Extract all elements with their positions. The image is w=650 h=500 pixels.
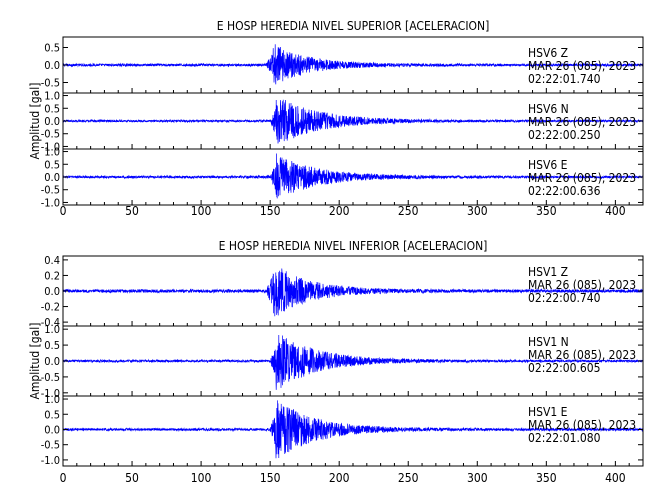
x-tick-label: 100 [191, 204, 212, 218]
time-label: 02:22:00.605 [528, 361, 601, 375]
y-tick-label: -0.5 [41, 184, 60, 197]
y-tick-label: -0.4 [41, 316, 60, 329]
y-tick-label: -0.5 [41, 128, 60, 141]
station-label: HSV1 N [528, 335, 569, 349]
y-tick-label: 0.4 [44, 254, 60, 267]
y-tick-label: 1.0 [44, 146, 60, 159]
y-tick-label: 0.0 [44, 115, 60, 128]
date-label: MAR 26 (085), 2023 [528, 59, 636, 73]
waveform-trace [63, 99, 643, 144]
y-tick-label: 0.5 [44, 102, 60, 115]
y-tick-label: 0.0 [44, 423, 60, 436]
date-label: MAR 26 (085), 2023 [528, 348, 636, 362]
chart-0: E HOSP HEREDIA NIVEL SUPERIOR [ACELERACI… [28, 19, 644, 218]
y-tick-label: -1.0 [41, 387, 60, 400]
station-label: HSV1 Z [528, 265, 568, 279]
y-tick-label: 0.5 [44, 158, 60, 171]
chart-title: E HOSP HEREDIA NIVEL SUPERIOR [ACELERACI… [217, 19, 490, 33]
y-tick-label: 0.0 [44, 285, 60, 298]
date-label: MAR 26 (085), 2023 [528, 418, 636, 432]
y-tick-label: -1.0 [41, 140, 60, 153]
x-tick-label: 400 [605, 204, 626, 218]
y-axis-label: Amplitud [gal] [28, 322, 42, 399]
x-tick-label: 150 [260, 204, 281, 218]
date-label: MAR 26 (085), 2023 [528, 115, 636, 129]
y-tick-label: 0.5 [44, 408, 60, 421]
time-label: 02:22:00.740 [528, 291, 601, 305]
time-label: 02:22:00.250 [528, 128, 601, 142]
time-label: 02:22:01.740 [528, 72, 601, 86]
y-tick-label: 1.0 [44, 323, 60, 336]
time-label: 02:22:01.080 [528, 431, 601, 445]
waveform-trace [63, 153, 643, 199]
y-tick-label: 0.5 [44, 42, 60, 55]
station-label: HSV6 E [528, 158, 568, 172]
waveform-trace [63, 44, 643, 85]
x-tick-label: 300 [467, 204, 488, 218]
x-tick-label: 250 [398, 471, 419, 485]
station-label: HSV6 Z [528, 46, 568, 60]
y-tick-label: -0.5 [41, 77, 60, 90]
y-tick-label: -0.2 [41, 301, 60, 314]
y-tick-label: 1.0 [44, 90, 60, 103]
waveform-trace [63, 334, 643, 390]
y-tick-label: 1.0 [44, 393, 60, 406]
y-tick-label: -0.5 [41, 439, 60, 452]
y-tick-label: 0.0 [44, 355, 60, 368]
x-tick-label: 250 [398, 204, 419, 218]
waveform-trace [63, 268, 643, 317]
y-tick-label: 0.2 [44, 269, 60, 282]
x-tick-label: 350 [536, 204, 557, 218]
y-tick-label: -1.0 [41, 454, 60, 467]
chart-1: E HOSP HEREDIA NIVEL INFERIOR [ACELERACI… [28, 239, 644, 485]
y-axis-label: Amplitud [gal] [28, 82, 42, 159]
x-tick-label: 400 [605, 471, 626, 485]
date-label: MAR 26 (085), 2023 [528, 278, 636, 292]
x-tick-label: 50 [125, 471, 139, 485]
chart-title: E HOSP HEREDIA NIVEL INFERIOR [ACELERACI… [219, 239, 488, 253]
x-tick-label: 0 [60, 204, 67, 218]
y-tick-label: 0.0 [44, 59, 60, 72]
x-tick-label: 50 [125, 204, 139, 218]
x-tick-label: 300 [467, 471, 488, 485]
station-label: HSV6 N [528, 102, 569, 116]
date-label: MAR 26 (085), 2023 [528, 171, 636, 185]
y-tick-label: 0.5 [44, 339, 60, 352]
y-tick-label: -0.5 [41, 371, 60, 384]
y-tick-label: 0.0 [44, 171, 60, 184]
time-label: 02:22:00.636 [528, 184, 601, 198]
x-tick-label: 100 [191, 471, 212, 485]
waveform-trace [63, 400, 643, 459]
x-tick-label: 0 [60, 471, 67, 485]
station-label: HSV1 E [528, 405, 568, 419]
x-tick-label: 150 [260, 471, 281, 485]
x-tick-label: 200 [329, 204, 350, 218]
x-tick-label: 350 [536, 471, 557, 485]
x-tick-label: 200 [329, 471, 350, 485]
y-tick-label: -1.0 [41, 196, 60, 209]
